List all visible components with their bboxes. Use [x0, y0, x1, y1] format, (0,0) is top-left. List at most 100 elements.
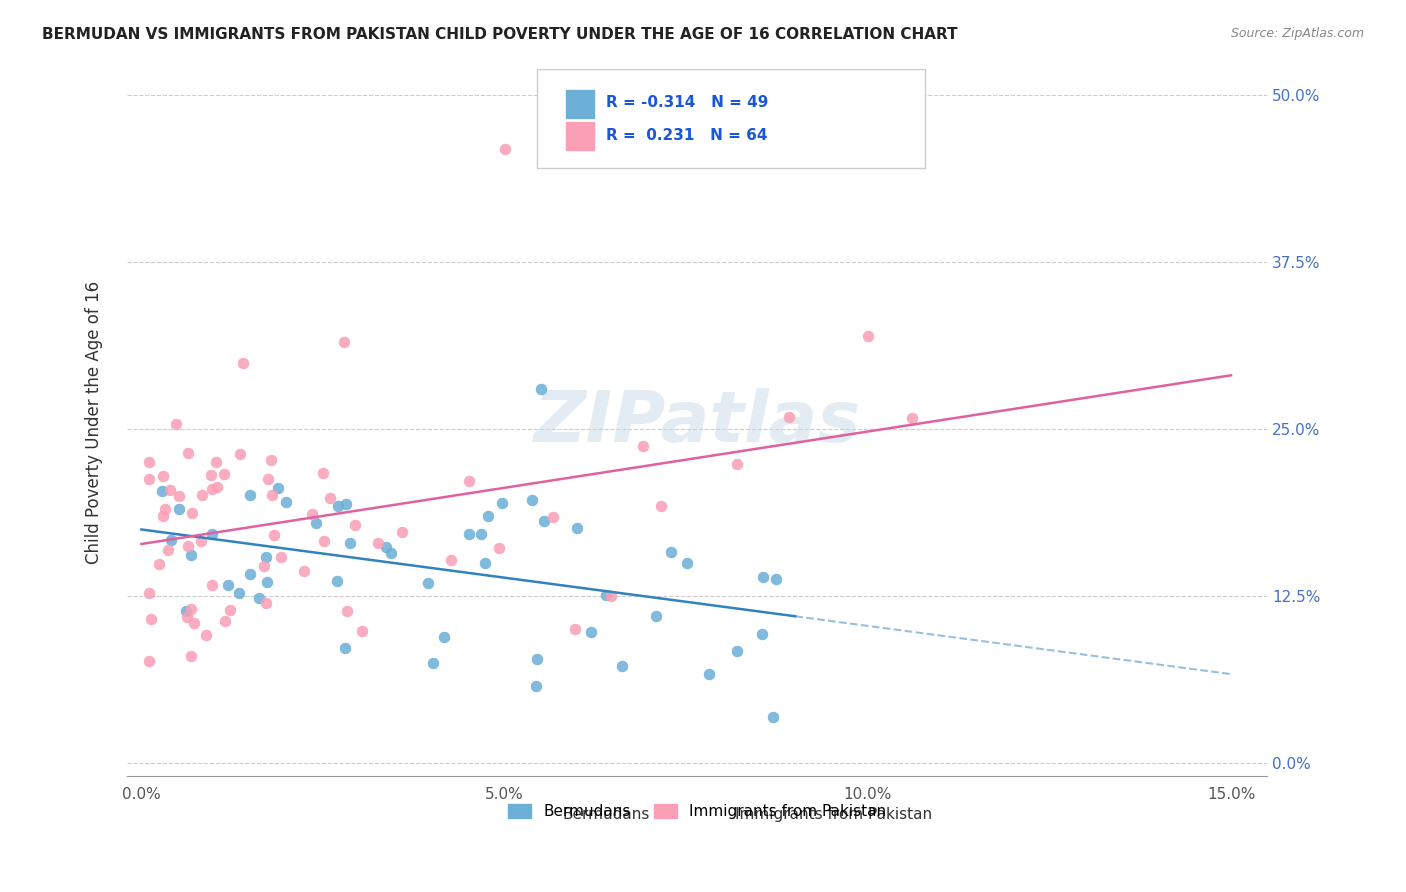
Point [751, 626, 773, 640]
Point [335, 641, 357, 656]
Point [440, 553, 463, 567]
Point [180, 506, 202, 520]
Point [238, 566, 260, 581]
Point [138, 654, 160, 668]
Point [416, 575, 439, 590]
Point [205, 455, 228, 469]
Point [150, 484, 173, 499]
Point [292, 564, 315, 578]
Point [254, 549, 277, 564]
Y-axis label: Child Poverty Under the Age of 16: Child Poverty Under the Age of 16 [86, 281, 103, 564]
Point [252, 558, 274, 573]
Point [228, 447, 250, 461]
Text: BERMUDAN VS IMMIGRANTS FROM PAKISTAN CHILD POVERTY UNDER THE AGE OF 16 CORRELATI: BERMUDAN VS IMMIGRANTS FROM PAKISTAN CHI… [42, 27, 957, 42]
Legend: Bermudans, Immigrants from Pakistan: Bermudans, Immigrants from Pakistan [502, 797, 891, 825]
Point [676, 556, 699, 570]
Point [190, 534, 212, 549]
Point [214, 615, 236, 629]
Point [778, 410, 800, 425]
Point [645, 609, 668, 624]
Point [260, 453, 283, 467]
Point [138, 455, 160, 469]
Point [339, 536, 361, 550]
Point [474, 556, 496, 570]
Point [254, 596, 277, 610]
Point [312, 534, 335, 549]
Point [541, 509, 564, 524]
Point [470, 526, 492, 541]
Text: Source: ZipAtlas.com: Source: ZipAtlas.com [1230, 27, 1364, 40]
Point [488, 541, 510, 556]
Point [301, 507, 323, 521]
Point [326, 500, 349, 514]
Point [177, 539, 200, 553]
Point [247, 591, 270, 606]
Text: R =  0.231   N = 64: R = 0.231 N = 64 [606, 128, 768, 144]
FancyBboxPatch shape [567, 90, 595, 118]
Point [257, 472, 280, 486]
Point [256, 574, 278, 589]
Text: Immigrants from Pakistan: Immigrants from Pakistan [735, 806, 932, 822]
Point [267, 481, 290, 495]
Point [232, 356, 254, 370]
Point [176, 609, 198, 624]
Point [274, 495, 297, 509]
Point [228, 586, 250, 600]
Point [530, 382, 553, 396]
Point [697, 666, 720, 681]
Point [326, 574, 349, 588]
Point [160, 533, 183, 548]
Text: R = -0.314   N = 49: R = -0.314 N = 49 [606, 95, 768, 110]
Point [195, 628, 218, 642]
FancyBboxPatch shape [537, 69, 925, 168]
Point [432, 630, 454, 644]
Point [610, 659, 633, 673]
Point [159, 483, 181, 497]
Point [595, 588, 617, 602]
Point [526, 652, 548, 666]
Point [270, 550, 292, 565]
Point [305, 516, 328, 530]
Point [152, 469, 174, 483]
Point [167, 501, 190, 516]
Point [650, 499, 672, 513]
Point [312, 466, 335, 480]
Point [725, 457, 748, 471]
Point [565, 521, 588, 535]
Text: Bermudans: Bermudans [562, 806, 650, 822]
Point [762, 710, 785, 724]
Point [260, 488, 283, 502]
Point [200, 467, 222, 482]
Point [152, 508, 174, 523]
Point [138, 586, 160, 600]
Point [343, 518, 366, 533]
Point [631, 439, 654, 453]
Point [350, 624, 373, 639]
Point [180, 602, 202, 616]
Point [901, 411, 924, 425]
Point [219, 602, 242, 616]
Point [333, 335, 356, 350]
Point [263, 527, 285, 541]
Point [157, 543, 180, 558]
Point [167, 490, 190, 504]
Point [564, 622, 586, 636]
Point [201, 482, 224, 496]
Point [494, 142, 516, 156]
Point [380, 545, 402, 559]
Point [139, 612, 162, 626]
Point [367, 536, 389, 550]
Point [491, 495, 513, 509]
Point [201, 577, 224, 591]
Point [477, 509, 499, 524]
Point [374, 540, 396, 554]
Point [335, 497, 357, 511]
Point [752, 570, 775, 584]
Point [180, 648, 202, 663]
Point [422, 656, 444, 670]
Point [336, 604, 359, 618]
Point [579, 625, 602, 640]
Text: ZIPatlas: ZIPatlas [533, 388, 860, 457]
Point [856, 328, 879, 343]
Point [318, 491, 340, 505]
